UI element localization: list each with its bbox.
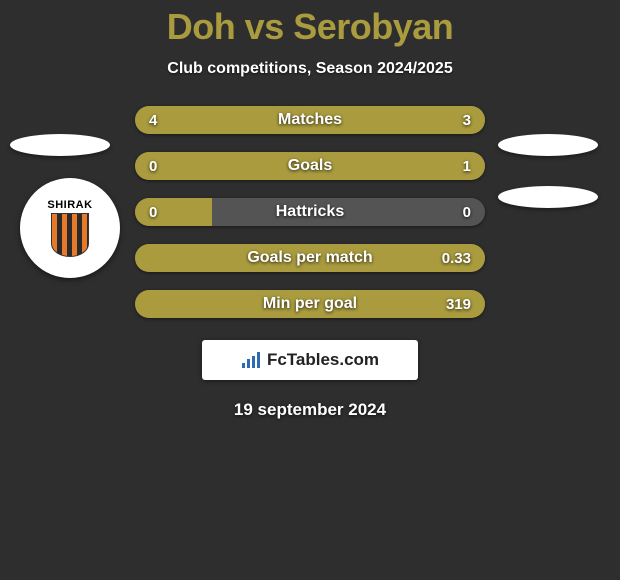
stat-bar-row: Hattricks0 0 — [135, 198, 485, 226]
brand-logo: FcTables.com — [202, 340, 418, 380]
chart-icon — [241, 351, 261, 369]
stat-bars: Matches43Goals01Hattricks00Goals per mat… — [135, 106, 485, 318]
stat-bar-label: Hattricks — [135, 198, 485, 226]
avatar-placeholder-right-2 — [498, 186, 598, 208]
stat-bar-label: Matches — [135, 106, 485, 134]
stat-bar-row: Goals per match0.33 — [135, 244, 485, 272]
stat-bar-value-left: 0 — [149, 152, 157, 180]
comparison-content: SHIRAK Matches43Goals01Hattricks00Goals … — [0, 106, 620, 318]
club-badge-text: SHIRAK — [47, 199, 92, 211]
stat-bar-row: Min per goal319 — [135, 290, 485, 318]
stat-bar-value-right: 0 — [463, 198, 471, 226]
stat-bar-value-right: 319 — [446, 290, 471, 318]
stat-bar-label: Goals per match — [135, 244, 485, 272]
club-badge: SHIRAK — [20, 178, 120, 278]
club-badge-shield-icon — [51, 213, 89, 257]
subtitle: Club competitions, Season 2024/2025 — [0, 60, 620, 78]
stat-bar-row: Goals0 1 — [135, 152, 485, 180]
avatar-placeholder-left-1 — [10, 134, 110, 156]
page-title: Doh vs Serobyan — [0, 0, 620, 48]
brand-logo-text: FcTables.com — [267, 350, 379, 370]
stat-bar-value-right: 1 — [463, 152, 471, 180]
stat-bar-row: Matches4 3 — [135, 106, 485, 134]
stat-bar-value-right: 0.33 — [442, 244, 471, 272]
date-stamp: 19 september 2024 — [0, 400, 620, 420]
stat-bar-label: Goals — [135, 152, 485, 180]
stat-bar-label: Min per goal — [135, 290, 485, 318]
stat-bar-value-left: 0 — [149, 198, 157, 226]
stat-bar-value-right: 3 — [463, 106, 471, 134]
avatar-placeholder-right-1 — [498, 134, 598, 156]
stat-bar-value-left: 4 — [149, 106, 157, 134]
